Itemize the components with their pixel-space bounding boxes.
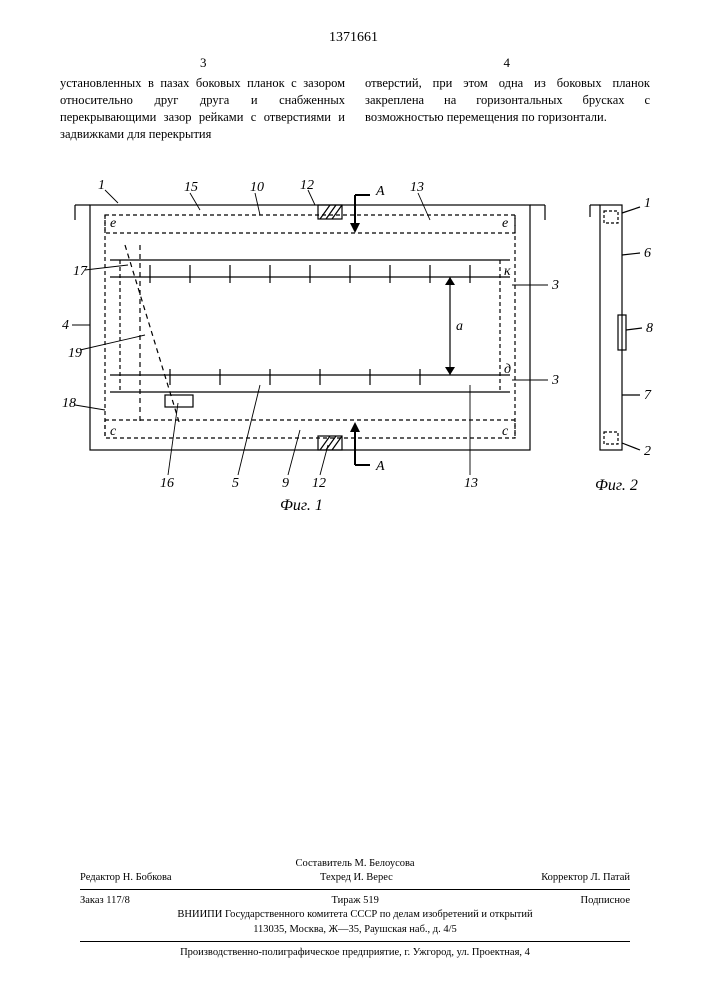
svg-text:7: 7 — [644, 388, 652, 403]
footer-tech: Техред И. Верес — [320, 871, 393, 885]
svg-text:19: 19 — [68, 346, 82, 361]
svg-text:2: 2 — [644, 444, 651, 459]
figures: 1 15 10 12 А 13 17 4 19 18 16 5 9 12 А 1… — [50, 185, 660, 535]
svg-text:15: 15 — [184, 180, 198, 195]
svg-text:12: 12 — [300, 178, 314, 193]
svg-text:17: 17 — [73, 264, 88, 279]
svg-text:е: е — [502, 216, 508, 231]
footer-order: Заказ 117/8 — [80, 894, 130, 908]
svg-text:6: 6 — [644, 246, 651, 261]
svg-text:с: с — [110, 424, 117, 439]
svg-text:д: д — [504, 362, 511, 377]
svg-text:18: 18 — [62, 396, 76, 411]
footer-tirazh: Тираж 519 — [332, 894, 379, 908]
fig2-caption: Фиг. 2 — [595, 477, 638, 494]
svg-text:3: 3 — [551, 373, 559, 388]
svg-text:5: 5 — [232, 476, 239, 491]
svg-text:3: 3 — [551, 278, 559, 293]
footer-corrector: Корректор Л. Патай — [541, 871, 630, 885]
svg-text:1: 1 — [98, 178, 105, 193]
svg-text:а: а — [456, 319, 463, 334]
footer-addr: 113035, Москва, Ж—35, Раушская наб., д. … — [80, 923, 630, 937]
fig2-labels: 1 6 8 7 2 — [644, 196, 653, 459]
footer-compiler: Составитель М. Белоусова — [80, 857, 630, 871]
text-block: 3 4 установленных в пазах боковых планок… — [60, 55, 650, 143]
svg-text:е: е — [110, 216, 116, 231]
footer-sign: Подписное — [581, 894, 630, 908]
svg-text:А: А — [375, 459, 385, 474]
col-num-right: 4 — [504, 55, 511, 71]
col-num-left: 3 — [200, 55, 207, 71]
footer: Составитель М. Белоусова Редактор Н. Боб… — [80, 857, 630, 960]
svg-text:13: 13 — [410, 180, 424, 195]
svg-text:4: 4 — [62, 318, 69, 333]
svg-text:10: 10 — [250, 180, 264, 195]
svg-text:9: 9 — [282, 476, 289, 491]
svg-text:8: 8 — [646, 321, 653, 336]
fig1-labels: 1 15 10 12 А 13 17 4 19 18 16 5 9 12 А 1… — [62, 178, 559, 491]
svg-text:16: 16 — [160, 476, 174, 491]
svg-text:А: А — [375, 184, 385, 199]
svg-text:12: 12 — [312, 476, 326, 491]
footer-editor: Редактор Н. Бобкова — [80, 871, 172, 885]
fig1-caption: Фиг. 1 — [280, 497, 323, 514]
patent-number: 1371661 — [0, 30, 707, 46]
column-right: отверстий, при этом одна из боковых план… — [365, 75, 650, 143]
column-left: установленных в пазах боковых планок с з… — [60, 75, 345, 143]
svg-text:к: к — [504, 264, 511, 279]
svg-text:13: 13 — [464, 476, 478, 491]
footer-org: ВНИИПИ Государственного комитета СССР по… — [80, 908, 630, 922]
diagram-svg: 1 15 10 12 А 13 17 4 19 18 16 5 9 12 А 1… — [50, 185, 660, 535]
svg-text:с: с — [502, 424, 509, 439]
footer-press: Производственно-полиграфическое предприя… — [80, 946, 630, 960]
svg-text:1: 1 — [644, 196, 651, 211]
